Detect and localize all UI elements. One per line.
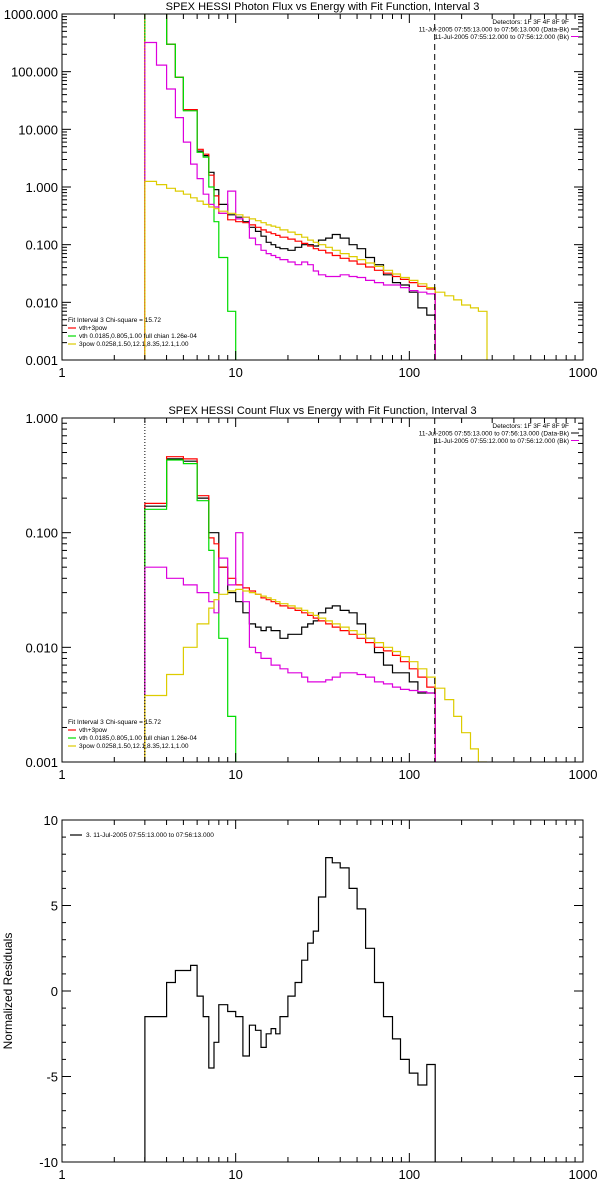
plot-area	[144, 456, 487, 762]
x-tick-label: 1	[58, 1167, 65, 1182]
header-line-2: 11-Jul-2005 07:55:13.000 to 07:56:13.000…	[419, 431, 569, 438]
header-line-1: Detectors: 1F 3F 4F 8F 9F	[492, 423, 569, 430]
y-tick-label: -5	[46, 1070, 58, 1085]
y-tick-label: -10	[39, 1155, 58, 1170]
x-tick-label: 100	[398, 767, 420, 782]
y-tick-label: 100.000	[11, 65, 58, 80]
series-5-line	[144, 180, 488, 360]
header-line-3: 11-Jul-2005 07:55:12.000 to 07:56:12.000…	[435, 438, 569, 445]
y-tick-label: 0.010	[25, 295, 58, 310]
axes-frame	[61, 819, 584, 1163]
x-tick-label: 1	[58, 365, 65, 380]
y-tick-label: 0.100	[25, 238, 58, 253]
y-tick-label: 0	[51, 984, 58, 999]
x-tick-label: 1	[58, 767, 65, 782]
header-line-1: Detectors: 1F 3F 4F 8F 9F	[492, 19, 569, 26]
chart-3: Normalized Residuals 1 10 100 1000 -10 -5 0 5 10 3…	[1, 813, 597, 1182]
x-tick-label: 1000	[569, 365, 598, 380]
chart-title: SPEX HESSI Photon Flux vs Energy with Fi…	[166, 1, 480, 13]
y-tick-label: 0.001	[25, 755, 58, 770]
x-tick-label: 100	[398, 1167, 420, 1182]
series-2-line	[144, 14, 436, 360]
y-tick-label: 0.100	[25, 526, 58, 541]
legend-title: Fit Interval 3 Chi-square = 15.72	[68, 719, 161, 726]
chart-title: SPEX HESSI Count Flux vs Energy with Fit…	[168, 405, 476, 417]
header-line-3: 11-Jul-2005 07:55:12.000 to 07:56:12.000…	[435, 34, 569, 41]
series-4-line	[144, 532, 436, 762]
x-tick-label: 10	[228, 1167, 242, 1182]
legend-entry: vth+3pow	[79, 727, 107, 734]
series-1-line	[144, 857, 436, 1162]
x-tick-label: 1000	[569, 1167, 598, 1182]
series-4-line	[144, 41, 436, 360]
series-3-line	[144, 459, 244, 762]
plot-area	[144, 14, 488, 360]
y-tick-label: 0.010	[25, 640, 58, 655]
y-tick-label: 10.000	[18, 122, 58, 137]
legend-entry: vth+3pow	[79, 325, 107, 332]
x-tick-label: 1000	[569, 767, 598, 782]
series-1-line	[144, 14, 436, 360]
y-tick-label: 0.001	[25, 353, 58, 368]
legend-entry: 3pow 0.0258,1.50,12.1,8.35,12.1,1.00	[79, 743, 189, 750]
y-tick-label: 1000.000	[4, 7, 58, 22]
legend-entry: 3pow 0.0258,1.50,12.1,8.35,12.1,1.00	[79, 341, 189, 348]
legend-entry: vth 0.0185,0.805,1.00 full chian 1.26e-0…	[79, 333, 197, 340]
plot-area	[144, 857, 436, 1162]
legend-entry: vth 0.0185,0.805,1.00 full chian 1.26e-0…	[79, 735, 197, 742]
x-tick-label: 10	[228, 365, 242, 380]
series-5-line	[144, 588, 487, 762]
legend-entry: 3. 11-Jul-2005 07:55:13.000 to 07:56:13.…	[86, 832, 214, 839]
chart-2: SPEX HESSI Count Flux vs Energy with Fit…	[25, 405, 598, 782]
y-tick-label: 1.000	[25, 180, 58, 195]
series-1-line	[144, 458, 436, 762]
y-axis-label: Normalized Residuals	[1, 933, 15, 1050]
y-tick-label: 1.000	[25, 411, 58, 426]
y-tick-label: 5	[51, 899, 58, 914]
header-line-2: 11-Jul-2005 07:55:13.000 to 07:56:13.000…	[419, 27, 569, 34]
chart-1: SPEX HESSI Photon Flux vs Energy with Fi…	[4, 1, 598, 380]
y-tick-label: 10	[44, 813, 58, 828]
x-tick-label: 10	[228, 767, 242, 782]
x-tick-label: 100	[398, 365, 420, 380]
legend-title: Fit Interval 3 Chi-square = 15.72	[68, 317, 161, 324]
axes-frame	[61, 13, 584, 361]
series-3-line	[144, 14, 244, 360]
axes-frame	[61, 417, 584, 763]
series-2-line	[144, 456, 436, 762]
